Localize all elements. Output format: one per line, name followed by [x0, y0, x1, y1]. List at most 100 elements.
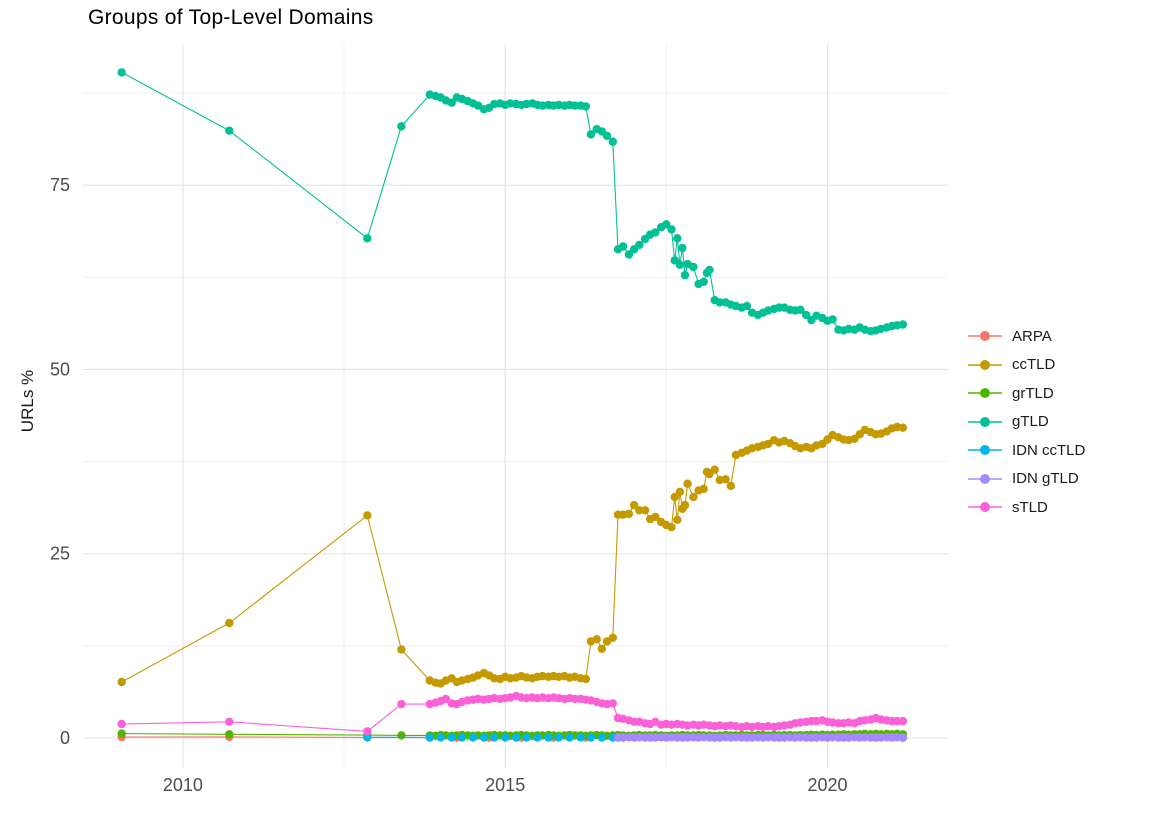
data-point [796, 305, 805, 314]
data-point [544, 733, 553, 742]
data-point [802, 310, 811, 320]
data-point [624, 509, 634, 519]
data-point [699, 484, 708, 494]
data-point [570, 694, 579, 704]
data-point [844, 733, 853, 742]
data-point [586, 733, 596, 742]
data-point [726, 481, 735, 491]
data-point [699, 277, 708, 286]
legend: ARPA ccTLD grTLD gTLD IDN ccTLD IDN gTLD sTLD [966, 322, 1085, 522]
data-point [667, 523, 676, 532]
legend-item-gTLD: gTLD [966, 408, 1085, 437]
x-tick-label: 2015 [485, 775, 525, 795]
legend-label: IDN ccTLD [1012, 441, 1086, 459]
data-point [812, 733, 821, 742]
data-point [363, 727, 372, 736]
data-point [117, 677, 126, 687]
data-point [892, 733, 902, 742]
data-point [667, 733, 676, 742]
data-point [699, 733, 708, 742]
data-point [117, 719, 126, 729]
data-point [747, 733, 757, 742]
data-point [764, 733, 773, 742]
chart-title: Groups of Top-Level Domains [88, 6, 374, 29]
legend-key-icon [968, 416, 1002, 427]
data-point [715, 298, 724, 307]
data-point [363, 511, 372, 520]
data-point [608, 699, 617, 708]
data-point [892, 716, 902, 726]
legend-label: ARPA [1012, 327, 1052, 345]
data-point [689, 262, 698, 272]
data-point [608, 137, 617, 146]
data-point [363, 234, 372, 243]
y-axis-labels: 0 25 50 75 [50, 175, 70, 748]
data-point [425, 733, 434, 742]
data-point [468, 733, 478, 742]
data-point [225, 126, 234, 135]
data-point [898, 716, 908, 726]
data-point [608, 633, 617, 642]
legend-key-icon [968, 388, 1002, 399]
legend-key-icon [968, 359, 1002, 370]
data-point [683, 733, 692, 742]
data-point [576, 733, 585, 742]
legend-key-icon [968, 445, 1002, 456]
series-IDN-gTLD [613, 733, 908, 742]
data-point [640, 506, 650, 515]
data-point [860, 733, 870, 742]
series-gTLD [117, 68, 908, 336]
gridlines-minor [83, 44, 948, 768]
legend-item-grTLD: grTLD [966, 379, 1085, 408]
data-point [651, 512, 660, 522]
legend-item-sTLD: sTLD [966, 493, 1085, 522]
data-point [629, 500, 639, 510]
data-point [635, 240, 644, 250]
legend-label: grTLD [1012, 384, 1054, 402]
legend-item-IDN-ccTLD: IDN ccTLD [966, 436, 1085, 465]
data-point [225, 730, 234, 739]
data-point [683, 479, 692, 488]
legend-key-icon [968, 331, 1002, 342]
data-point [705, 265, 714, 275]
data-point [796, 733, 805, 742]
data-point [715, 733, 724, 742]
data-point [635, 506, 644, 515]
data-point [624, 250, 634, 259]
data-point [731, 733, 741, 742]
legend-label: IDN gTLD [1012, 470, 1079, 488]
data-point [675, 260, 685, 269]
data-point [651, 733, 660, 742]
legend-label: sTLD [1012, 498, 1048, 516]
data-point [828, 733, 837, 742]
data-point [635, 733, 644, 742]
y-tick-label: 75 [50, 175, 70, 195]
data-point [675, 487, 685, 496]
legend-label: gTLD [1012, 413, 1049, 431]
data-point [721, 475, 730, 484]
data-point [780, 733, 789, 742]
data-point [436, 733, 445, 742]
data-point [570, 101, 579, 110]
data-point [602, 131, 612, 140]
data-point [511, 733, 521, 742]
data-point [447, 733, 456, 742]
legend-item-IDN-gTLD: IDN gTLD [966, 465, 1085, 494]
series-ccTLD [117, 422, 908, 688]
legend-item-ARPA: ARPA [966, 322, 1085, 351]
data-point [533, 733, 542, 742]
data-point [397, 731, 406, 740]
data-point [828, 315, 837, 324]
data-point [597, 644, 607, 653]
data-point [397, 645, 406, 654]
data-point [225, 618, 234, 628]
data-point [618, 733, 628, 742]
data-point [898, 320, 908, 329]
data-point [680, 500, 690, 510]
data-point [678, 243, 687, 253]
data-point [479, 733, 489, 742]
data-point [397, 122, 406, 131]
y-tick-label: 25 [50, 544, 70, 564]
data-point [447, 98, 456, 107]
